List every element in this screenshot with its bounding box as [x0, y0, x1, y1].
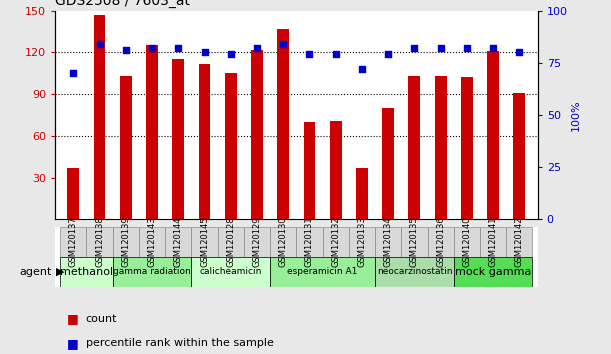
Text: agent: agent: [20, 267, 52, 277]
Bar: [199, 63, 210, 219]
Bar: [112, 227, 139, 257]
Point: [95, 41, 104, 47]
Y-axis label: 100%: 100%: [571, 99, 580, 131]
Bar: [487, 51, 499, 219]
Bar: [67, 168, 79, 219]
Text: gamma radiation: gamma radiation: [113, 267, 191, 276]
Point: [383, 52, 393, 57]
Bar: [330, 121, 342, 219]
Text: GSM120143: GSM120143: [147, 216, 156, 267]
Bar: [454, 227, 480, 257]
Bar: [480, 227, 506, 257]
Point: [304, 52, 314, 57]
Bar: [454, 257, 532, 287]
Point: [462, 45, 472, 51]
Text: GSM120144: GSM120144: [174, 216, 183, 267]
Point: [279, 41, 288, 47]
Point: [331, 52, 340, 57]
Bar: [323, 227, 349, 257]
Text: ■: ■: [67, 312, 79, 325]
Text: GSM120142: GSM120142: [515, 216, 524, 267]
Bar: [120, 76, 132, 219]
Bar: [375, 257, 454, 287]
Text: GSM120133: GSM120133: [357, 216, 367, 267]
Point: [226, 52, 236, 57]
Bar: [191, 227, 218, 257]
Bar: [382, 108, 394, 219]
Text: GSM120135: GSM120135: [410, 216, 419, 267]
Text: GSM120128: GSM120128: [226, 216, 235, 267]
Text: GSM120141: GSM120141: [489, 216, 497, 267]
Bar: [304, 122, 315, 219]
Bar: [401, 227, 428, 257]
Point: [252, 45, 262, 51]
Bar: [349, 227, 375, 257]
Bar: [93, 15, 106, 219]
Bar: [172, 59, 184, 219]
Bar: [356, 168, 368, 219]
Bar: [277, 29, 289, 219]
Text: neocarzinostatin: neocarzinostatin: [376, 267, 452, 276]
Bar: [139, 227, 165, 257]
Bar: [60, 257, 112, 287]
Bar: [270, 257, 375, 287]
Text: GSM120140: GSM120140: [463, 216, 471, 267]
Bar: [112, 257, 191, 287]
Point: [68, 70, 78, 76]
Text: GSM120136: GSM120136: [436, 216, 445, 267]
Text: esperamicin A1: esperamicin A1: [287, 267, 358, 276]
Bar: [244, 227, 270, 257]
Point: [436, 45, 445, 51]
Point: [357, 66, 367, 72]
Text: percentile rank within the sample: percentile rank within the sample: [86, 338, 273, 348]
Text: GSM120132: GSM120132: [331, 216, 340, 267]
Bar: [428, 227, 454, 257]
Bar: [296, 227, 323, 257]
Text: methanol: methanol: [60, 267, 113, 277]
Bar: [506, 227, 532, 257]
Text: GSM120129: GSM120129: [252, 216, 262, 267]
Bar: [218, 227, 244, 257]
Bar: [375, 227, 401, 257]
Text: ▶: ▶: [56, 267, 65, 277]
Point: [147, 45, 157, 51]
Bar: [225, 73, 236, 219]
Point: [174, 45, 183, 51]
Text: GSM120145: GSM120145: [200, 216, 209, 267]
Text: mock gamma: mock gamma: [455, 267, 532, 277]
Bar: [409, 76, 420, 219]
Text: ■: ■: [67, 337, 79, 350]
Text: GSM120139: GSM120139: [122, 216, 130, 267]
Bar: [461, 78, 473, 219]
Bar: [146, 45, 158, 219]
Bar: [434, 76, 447, 219]
Text: GSM120137: GSM120137: [69, 216, 78, 267]
Point: [488, 45, 498, 51]
Point: [514, 50, 524, 55]
Bar: [87, 227, 112, 257]
Text: GSM120131: GSM120131: [305, 216, 314, 267]
Text: GSM120130: GSM120130: [279, 216, 288, 267]
Text: GDS2508 / 7603_at: GDS2508 / 7603_at: [55, 0, 190, 8]
Point: [200, 50, 210, 55]
Bar: [251, 50, 263, 219]
Bar: [513, 93, 525, 219]
Point: [409, 45, 419, 51]
Bar: [191, 257, 270, 287]
Bar: [270, 227, 296, 257]
Text: GSM120138: GSM120138: [95, 216, 104, 267]
Text: GSM120134: GSM120134: [384, 216, 393, 267]
Bar: [165, 227, 191, 257]
Bar: [60, 227, 87, 257]
Text: count: count: [86, 314, 117, 324]
Point: [121, 47, 131, 53]
Text: calicheamicin: calicheamicin: [200, 267, 262, 276]
